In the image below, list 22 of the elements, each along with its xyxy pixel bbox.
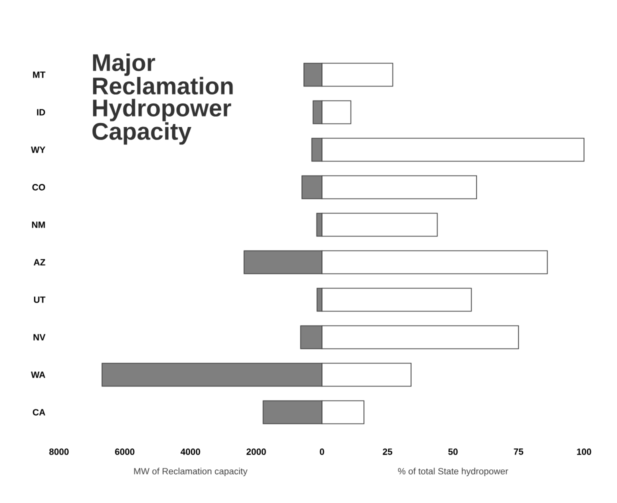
x-tick-label: 25 (382, 448, 392, 455)
x-tick-label: 2000 (246, 448, 266, 455)
y-tick-label: NM (32, 222, 45, 228)
y-tick-label: WA (30, 372, 46, 378)
x-tick-label: 4000 (180, 448, 200, 455)
y-tick-label: AZ (34, 259, 46, 266)
y-tick-label: CO (32, 184, 46, 190)
y-tick-label: CA (32, 409, 46, 416)
x-tick-label: 8000 (49, 448, 69, 455)
x-tick-label: 6000 (115, 448, 134, 455)
y-tick-label: WY (30, 146, 46, 153)
x-axis-title: MW of Reclamation capacity (134, 468, 248, 476)
x-tick-label: 75 (514, 448, 524, 455)
y-tick-label: MT (33, 72, 46, 78)
y-tick-label: ID (37, 109, 46, 116)
y-tick-label: UT (34, 296, 46, 303)
x-tick-label: 50 (448, 448, 458, 455)
x-axis-title: % of total State hydropower (398, 468, 508, 476)
y-tick-label: NV (34, 334, 46, 340)
x-tick-label: 0 (320, 448, 324, 455)
x-tick-label: 100 (577, 448, 592, 455)
text: Major Reclamation Hydropower Capacity (92, 54, 233, 145)
